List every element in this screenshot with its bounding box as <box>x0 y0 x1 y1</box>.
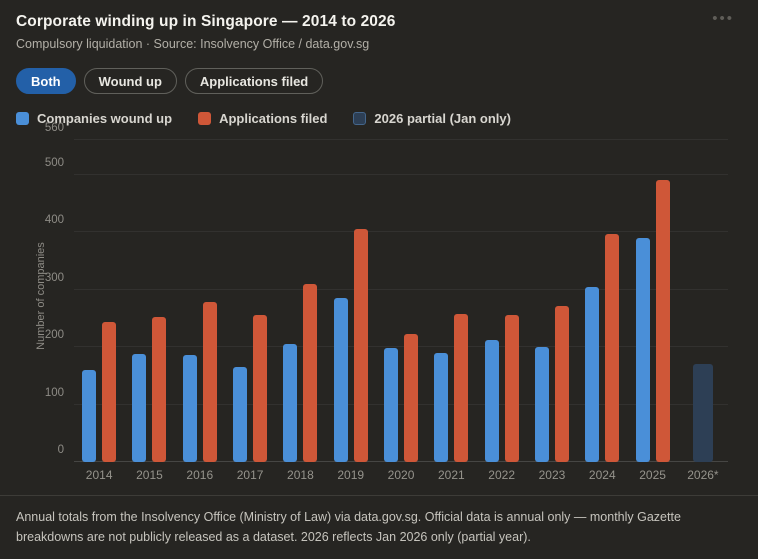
x-tick-label: 2016 <box>186 468 214 482</box>
bar-applications-filed-2020[interactable] <box>404 334 419 462</box>
bar-applications-filed-2018[interactable] <box>303 283 318 462</box>
bar-companies-wound-up-2016[interactable] <box>182 355 197 462</box>
gridline <box>74 461 728 462</box>
filter-button-wound-up[interactable]: Wound up <box>83 68 177 94</box>
x-tick-label: 2026* <box>687 468 719 482</box>
x-tick-label: 2024 <box>588 468 616 482</box>
x-tick-label: 2021 <box>437 468 465 482</box>
y-tick-label: 0 <box>57 444 64 456</box>
bar-group-2016 <box>175 140 225 462</box>
x-tick-label: 2023 <box>538 468 566 482</box>
legend-item: Applications filed <box>198 111 327 126</box>
page-title: Corporate winding up in Singapore — 2014… <box>16 13 396 30</box>
bar-group-2019 <box>326 140 376 462</box>
y-tick-label: 100 <box>44 386 64 399</box>
bar-applications-filed-2024[interactable] <box>605 233 620 462</box>
y-tick-label: 200 <box>44 329 64 341</box>
legend-swatch-icon <box>353 112 367 125</box>
bar-companies-wound-up-2021[interactable] <box>434 353 449 462</box>
x-axis-labels: 2014 2015 2016 2017 2018 2019 2020 2021 2022 2023… <box>74 468 728 482</box>
plot-area: 0 100 200 300 400 500 560 <box>45 122 728 462</box>
y-tick-label: 560 <box>44 122 64 134</box>
bar-companies-wound-up-2018[interactable] <box>283 344 298 462</box>
gridline <box>74 288 728 290</box>
bar-companies-wound-up-2024[interactable] <box>585 286 600 462</box>
bar-applications-filed-2014[interactable] <box>102 321 117 462</box>
y-axis-title: Number of companies <box>35 242 47 350</box>
legend-swatch-icon <box>198 112 212 125</box>
bar-companies-wound-up-2020[interactable] <box>384 347 399 462</box>
bar-group-2021 <box>426 140 476 462</box>
bar-group-2017 <box>225 140 275 462</box>
legend-label: Companies wound up <box>37 111 173 126</box>
chart-legend: Companies wound up Applications filed 2026… <box>16 111 742 126</box>
legend-swatch-icon <box>16 112 29 125</box>
legend-label: Applications filed <box>219 111 328 126</box>
bar-2026-partial-jan-only--2026[interactable] <box>692 364 713 462</box>
bar-group-2026 <box>678 140 728 462</box>
bar-companies-wound-up-2017[interactable] <box>233 366 248 462</box>
y-tick-label: 500 <box>44 156 64 169</box>
gridline <box>74 173 728 175</box>
x-tick-label: 2019 <box>337 468 365 482</box>
legend-item: 2026 partial (Jan only) <box>353 111 511 126</box>
bar-chart: Number of companies 0 100 200 300 400 500 560 … <box>16 122 742 492</box>
gridline <box>74 403 728 405</box>
y-tick-label: 400 <box>44 214 64 226</box>
bar-companies-wound-up-2022[interactable] <box>484 339 499 462</box>
bar-companies-wound-up-2023[interactable] <box>534 347 549 462</box>
legend-label: 2026 partial (Jan only) <box>374 111 511 126</box>
filter-button-group: Both Wound up Applications filed <box>16 68 742 94</box>
bar-applications-filed-2023[interactable] <box>554 306 569 462</box>
x-tick-label: 2014 <box>85 468 113 482</box>
footer: Annual totals from the Insolvency Office… <box>0 495 758 559</box>
bar-group-2018 <box>275 140 325 462</box>
footer-note: Annual totals from the Insolvency Office… <box>16 510 681 544</box>
gridline <box>74 346 728 347</box>
bar-group-2022 <box>477 140 527 462</box>
more-menu-icon[interactable]: ••• <box>712 10 734 27</box>
page-subtitle: Compulsory liquidation · Source: Insolve… <box>16 37 370 51</box>
bar-group-2025 <box>627 140 677 462</box>
x-tick-label: 2025 <box>639 468 666 482</box>
x-tick-label: 2015 <box>136 468 163 482</box>
bar-companies-wound-up-2019[interactable] <box>333 298 348 462</box>
y-tick-label: 300 <box>44 271 64 284</box>
bar-companies-wound-up-2025[interactable] <box>635 237 650 462</box>
bar-applications-filed-2019[interactable] <box>353 229 368 462</box>
bar-group-2023 <box>527 140 577 462</box>
bar-group-2015 <box>124 140 174 462</box>
x-tick-label: 2017 <box>236 468 264 482</box>
bar-applications-filed-2021[interactable] <box>454 313 469 462</box>
filter-button-both[interactable]: Both <box>16 68 76 94</box>
gridline <box>74 231 728 232</box>
gridline <box>74 139 728 140</box>
bar-groups <box>74 140 728 462</box>
bar-group-2024 <box>577 140 627 462</box>
bar-applications-filed-2016[interactable] <box>202 302 217 462</box>
bar-applications-filed-2022[interactable] <box>504 315 519 462</box>
bar-applications-filed-2025[interactable] <box>655 180 670 462</box>
bar-group-2014 <box>74 140 124 462</box>
bar-applications-filed-2015[interactable] <box>152 316 167 462</box>
legend-item: Companies wound up <box>16 111 172 126</box>
bar-companies-wound-up-2015[interactable] <box>132 354 147 462</box>
bar-companies-wound-up-2014[interactable] <box>82 370 97 462</box>
x-tick-label: 2022 <box>488 468 515 482</box>
bar-group-2020 <box>376 140 426 462</box>
x-tick-label: 2018 <box>287 468 314 482</box>
x-axis-line <box>74 461 728 462</box>
bar-applications-filed-2017[interactable] <box>253 315 268 462</box>
x-tick-label: 2020 <box>387 468 415 482</box>
filter-button-applications-filed[interactable]: Applications filed <box>184 68 324 94</box>
